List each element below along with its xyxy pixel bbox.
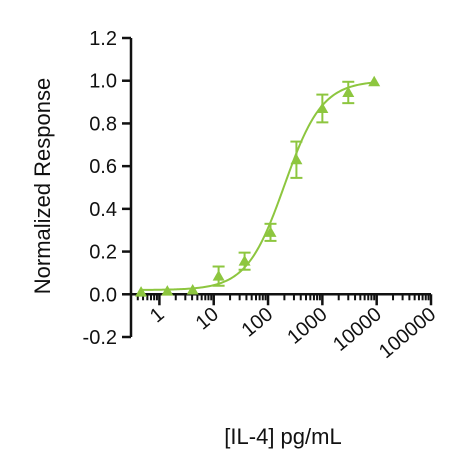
data-point — [238, 255, 251, 266]
plot-area — [135, 75, 381, 297]
y-axis: -0.2 0.0 0.2 0.4 0.6 0.8 1.0 1.2 — [83, 28, 133, 349]
data-point — [290, 153, 303, 165]
y-tick-label: 0.8 — [89, 113, 117, 135]
data-point — [186, 284, 199, 295]
x-tick-label: 100000 — [375, 303, 440, 363]
y-tick-label: -0.2 — [83, 327, 117, 349]
x-tick-label: 1000 — [283, 303, 331, 348]
x-axis-title: [IL-4] pg/mL — [224, 424, 341, 449]
data-point — [161, 285, 174, 296]
fit-curve — [141, 81, 375, 291]
x-tick-label: 100 — [238, 303, 278, 341]
data-point — [368, 75, 381, 87]
y-axis-title: Normalized Response — [30, 78, 55, 294]
x-tick-label: 1 — [146, 303, 169, 327]
data-point — [316, 102, 329, 113]
data-point — [212, 270, 225, 281]
data-point — [135, 286, 148, 297]
y-tick-label: 1.2 — [89, 28, 117, 50]
x-tick-label: 10 — [192, 303, 223, 334]
y-tick-label: 0.4 — [89, 199, 117, 221]
data-point — [264, 226, 277, 237]
y-tick-label: 0.6 — [89, 156, 117, 178]
y-tick-label: 0.2 — [89, 242, 117, 264]
y-tick-label: 1.0 — [89, 71, 117, 93]
data-point — [342, 86, 355, 97]
y-tick-label: 0.0 — [89, 284, 117, 306]
